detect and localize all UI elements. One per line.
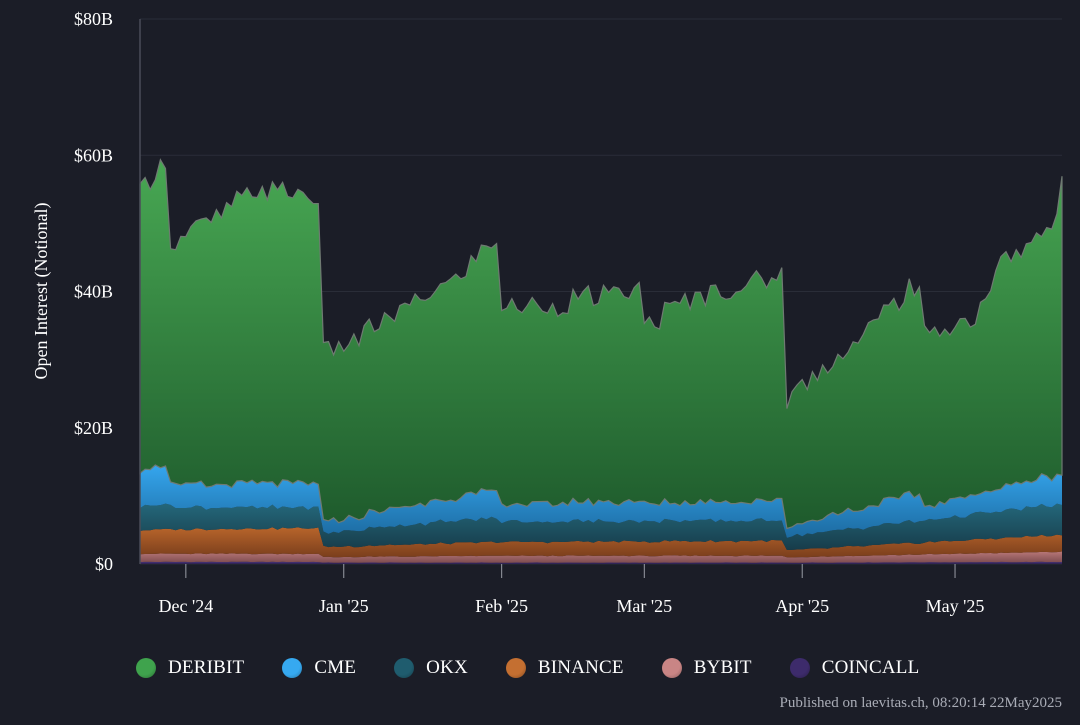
area-deribit[interactable] xyxy=(139,158,1063,530)
y-tick-label: $40B xyxy=(74,282,113,302)
legend-swatch-icon xyxy=(661,658,682,678)
legend-label: CME xyxy=(314,657,357,678)
legend-item-coincall[interactable]: COINCALL xyxy=(789,657,920,679)
legend-label: COINCALL xyxy=(821,657,920,678)
x-tick-label: Dec '24 xyxy=(158,596,213,616)
published-footer: Published on laevitas.ch, 08:20:14 22May… xyxy=(779,695,1062,711)
legend-swatch-icon xyxy=(505,658,526,678)
legend-label: BYBIT xyxy=(693,657,752,678)
legend-swatch-icon xyxy=(394,658,415,678)
legend-swatch-icon xyxy=(282,658,303,678)
x-tick-label: Mar '25 xyxy=(616,596,672,616)
area-okx[interactable] xyxy=(140,503,1062,550)
legend-label: BINANCE xyxy=(537,657,624,678)
legend-swatch-icon xyxy=(136,658,156,678)
area-bybit[interactable] xyxy=(140,551,1062,563)
legend: DERIBIT CME OKX BINANCE BYBIT COINCALL xyxy=(136,654,957,682)
legend-label: DERIBIT xyxy=(168,657,245,678)
area-layer xyxy=(139,158,1063,564)
y-axis-label: Open Interest (Notional) xyxy=(31,203,52,380)
legend-item-binance[interactable]: BINANCE xyxy=(505,657,624,679)
area-binance[interactable] xyxy=(140,527,1062,558)
legend-swatch-icon xyxy=(789,658,810,678)
y-tick-label: $20B xyxy=(74,418,113,438)
x-tick-label: Jan '25 xyxy=(319,596,369,616)
y-tick-label: $60B xyxy=(74,145,113,165)
area-coincall[interactable] xyxy=(140,561,1062,564)
x-tick-label: Apr '25 xyxy=(775,596,829,616)
y-tick-label: $80B xyxy=(74,9,113,29)
x-tick-label: May '25 xyxy=(926,596,985,616)
legend-item-deribit[interactable]: DERIBIT xyxy=(136,657,244,679)
y-tick-label: $0 xyxy=(95,554,113,574)
x-tick-label: Feb '25 xyxy=(475,596,528,616)
legend-item-bybit[interactable]: BYBIT xyxy=(661,657,752,679)
legend-item-cme[interactable]: CME xyxy=(282,657,356,679)
legend-label: OKX xyxy=(426,657,468,678)
axis-layer: $0 $20B $40B $60B $80B Dec '24 Jan '25 Feb '25 M… xyxy=(74,9,984,616)
legend-item-okx[interactable]: OKX xyxy=(394,657,468,679)
